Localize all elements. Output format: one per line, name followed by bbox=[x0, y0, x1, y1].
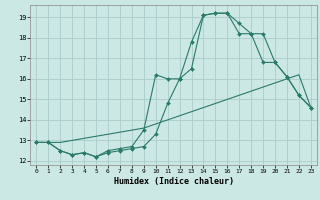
X-axis label: Humidex (Indice chaleur): Humidex (Indice chaleur) bbox=[114, 177, 234, 186]
